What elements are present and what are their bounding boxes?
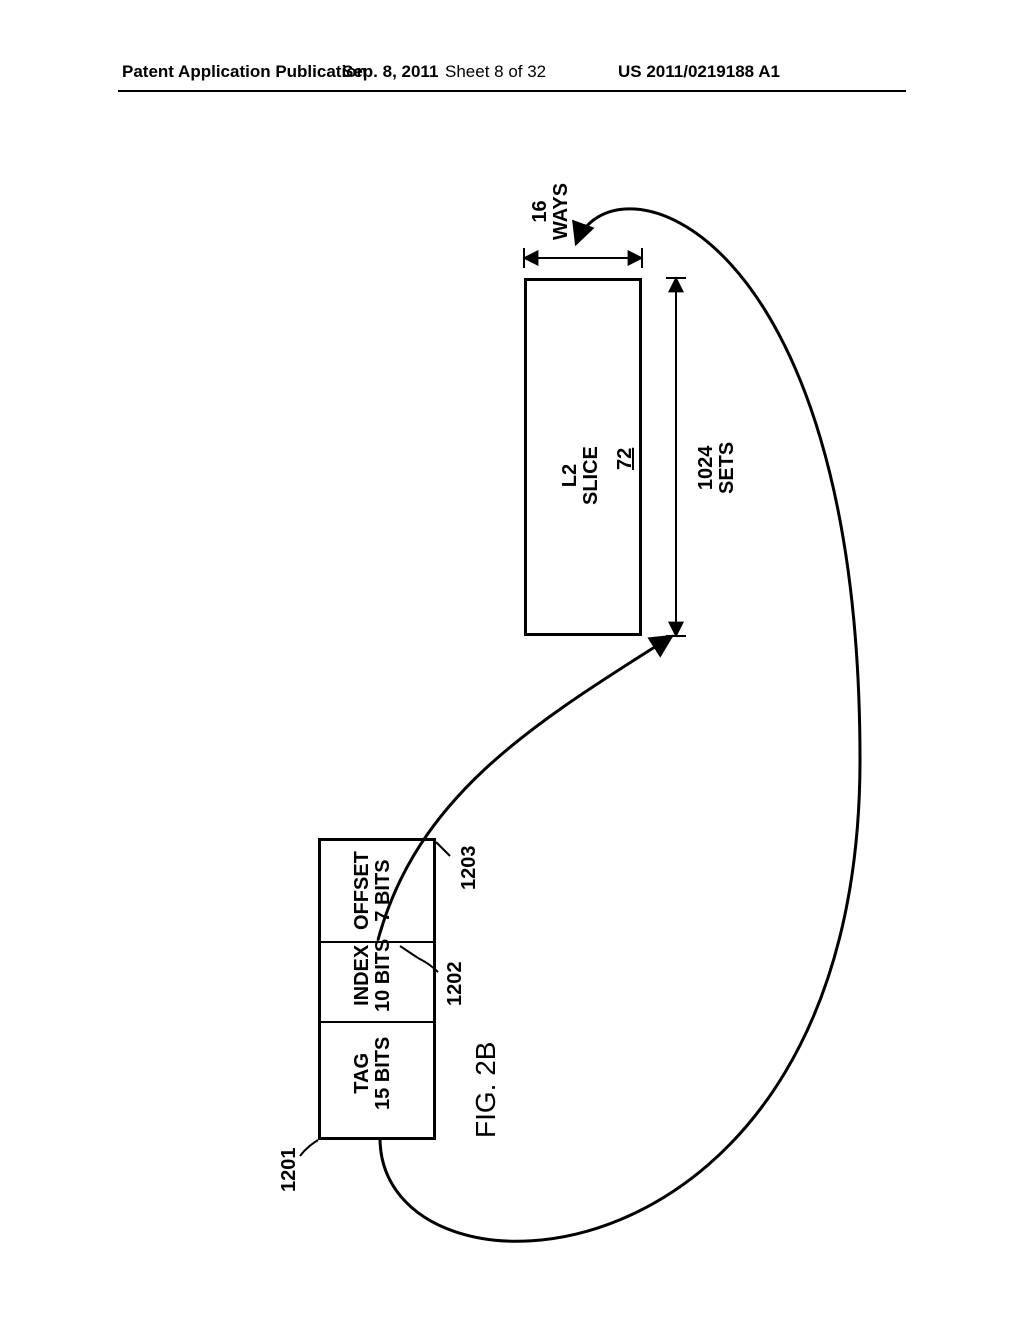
tag-bits: 15 BITS bbox=[373, 1037, 394, 1110]
sets-label: 1024 SETS bbox=[696, 442, 738, 494]
ways-label-line2: WAYS bbox=[551, 183, 572, 240]
ref-1202-text: 1202 bbox=[444, 962, 467, 1007]
sets-label-line1: 1024 bbox=[696, 442, 717, 494]
figure-label: FIG. 2B bbox=[470, 1042, 502, 1138]
ways-label: 16 WAYS bbox=[530, 183, 572, 240]
index-name: INDEX bbox=[352, 939, 373, 1012]
index-field-label: INDEX 10 BITS bbox=[352, 939, 394, 1012]
ref-1201: 1201 bbox=[278, 1148, 301, 1193]
lead-1201 bbox=[300, 1140, 318, 1156]
ref-1203: 1203 bbox=[458, 846, 481, 891]
ways-bracket bbox=[524, 248, 642, 268]
tag-name: TAG bbox=[352, 1037, 373, 1110]
l2-slice-label-line1: L2 bbox=[560, 446, 581, 505]
ref-1202: 1202 bbox=[444, 962, 467, 1007]
ref-1203-text: 1203 bbox=[458, 846, 481, 891]
l2-slice-label-line2: SLICE bbox=[581, 446, 602, 505]
l2-slice-label: L2 SLICE bbox=[560, 446, 602, 505]
l2-slice-refnum-text: 72 bbox=[614, 448, 637, 470]
offset-field-label: OFFSET 7 BITS bbox=[352, 851, 394, 930]
address-divider-2 bbox=[321, 1021, 433, 1023]
l2-slice-refnum: 72 bbox=[614, 448, 637, 470]
offset-bits: 7 BITS bbox=[373, 851, 394, 930]
index-bits: 10 BITS bbox=[373, 939, 394, 1012]
tag-field-label: TAG 15 BITS bbox=[352, 1037, 394, 1110]
ways-label-line1: 16 bbox=[530, 183, 551, 240]
diagram-svg-layer bbox=[0, 0, 1024, 1320]
lead-1203 bbox=[436, 842, 450, 856]
offset-name: OFFSET bbox=[352, 851, 373, 930]
ref-1201-text: 1201 bbox=[278, 1148, 301, 1193]
figure-2b-diagram: L2 SLICE 72 16 WAYS 1024 SETS OFFSET 7 B… bbox=[0, 0, 1024, 1320]
sets-label-line2: SETS bbox=[717, 442, 738, 494]
sets-bracket bbox=[666, 278, 686, 636]
